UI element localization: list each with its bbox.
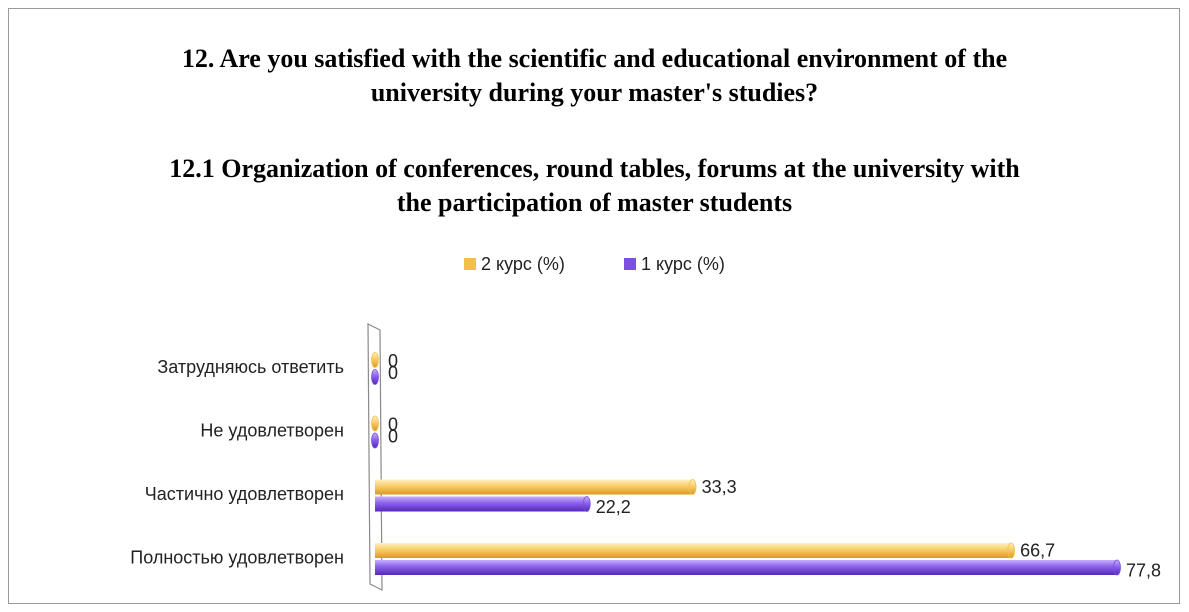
bar (375, 479, 697, 495)
data-label: 0 (388, 426, 398, 446)
bar-body (375, 479, 693, 495)
bar-cap (1113, 559, 1121, 576)
y-tick-label: Частично удовлетворен (145, 484, 344, 504)
legend-label: 2 курс (%) (481, 254, 565, 274)
y-tick-label: Затрудняюсь ответить (157, 357, 344, 377)
bar (371, 432, 379, 449)
back-wall (367, 323, 383, 591)
y-tick-label: Полностью удовлетворен (130, 547, 344, 567)
bar-cap (688, 479, 697, 495)
bar (371, 369, 379, 385)
bar (371, 352, 379, 368)
bar-cap (371, 415, 379, 432)
data-label: 66,7 (1020, 540, 1055, 560)
y-tick-label: Не удовлетворен (200, 420, 344, 440)
legend-swatch (464, 258, 476, 270)
data-label: 77,8 (1126, 560, 1161, 580)
bar-cap (371, 432, 379, 449)
bar (375, 559, 1121, 576)
data-label: 0 (388, 414, 398, 434)
bar-body (375, 543, 1012, 558)
bar-body (375, 560, 1118, 575)
bar (371, 415, 379, 432)
chart-subtitle-box: 12.1 Organization of conferences, round … (0, 152, 1189, 220)
bar-body (375, 496, 587, 512)
bar (375, 496, 591, 512)
data-label: 33,3 (702, 477, 737, 497)
legend-label: 1 курс (%) (641, 254, 725, 274)
chart-title: 12. Are you satisfied with the scientifi… (181, 44, 1008, 107)
bar-cap (582, 496, 591, 512)
bar-cap (371, 352, 379, 368)
data-label: 0 (388, 351, 398, 371)
legend-swatch (624, 258, 636, 270)
chart-title-box: 12. Are you satisfied with the scientifi… (0, 42, 1189, 110)
bar (375, 542, 1016, 559)
data-label: 0 (388, 363, 398, 383)
bar-cap (371, 369, 379, 385)
data-label: 22,2 (596, 497, 631, 517)
chart-subtitle: 12.1 Organization of conferences, round … (169, 154, 1020, 217)
chart-frame (8, 8, 1180, 604)
bar-cap (1007, 542, 1016, 559)
